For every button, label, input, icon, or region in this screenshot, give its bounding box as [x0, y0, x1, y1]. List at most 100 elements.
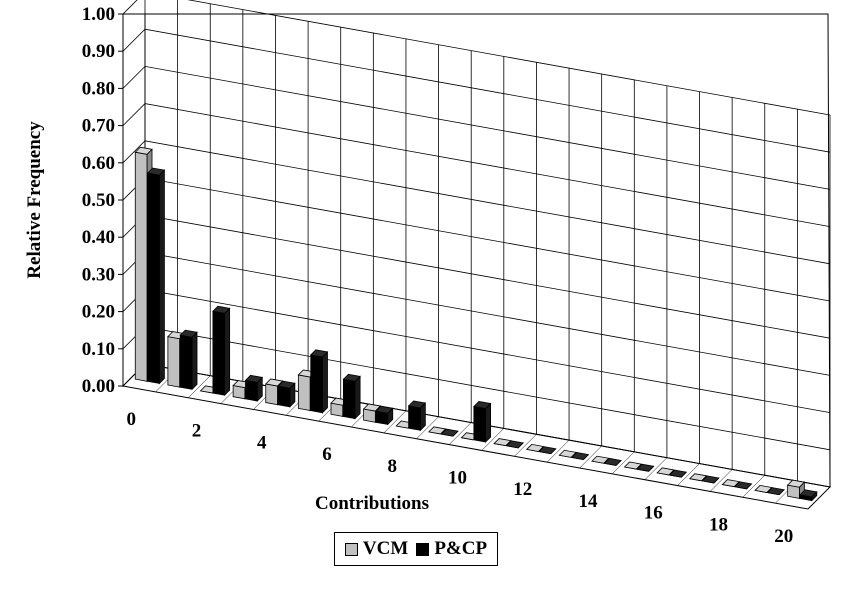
bar-pcp-9 [440, 428, 459, 437]
bars [134, 146, 818, 502]
floor-gridline [546, 439, 570, 463]
y-tick-label: 0.60 [82, 153, 115, 174]
bar-top [375, 405, 394, 414]
y-tick-label: 0.40 [82, 227, 115, 248]
x-tick-label: 16 [644, 503, 663, 524]
legend: VCM P&CP [334, 532, 498, 566]
bar-vcm-15 [623, 461, 643, 470]
bar-vcm-14 [591, 455, 610, 464]
floor-gridline [383, 410, 407, 434]
bar-top [688, 473, 708, 482]
bar-front [342, 378, 356, 420]
x-tick-label: 20 [774, 526, 793, 547]
y-tick-label: 0.80 [82, 78, 115, 99]
bar-pcp-6 [342, 373, 361, 420]
bar-top [623, 461, 643, 470]
bar-vcm-12 [525, 443, 545, 452]
x-tick-label: 4 [257, 432, 267, 453]
bar-pcp-2 [212, 305, 231, 397]
bar-top [244, 374, 264, 383]
bar-top [212, 305, 231, 314]
bar-top [558, 449, 577, 458]
y-tick-label: 0.90 [82, 41, 115, 62]
bar-top [179, 329, 198, 338]
bar-pcp-8 [407, 400, 427, 432]
floor-gridline [612, 451, 635, 475]
y-tick-labels: 0.00 0.10 0.20 0.30 0.40 0.50 0.60 0.70 0.80 0.90… [82, 4, 115, 397]
bar-vcm-17 [688, 473, 708, 482]
y-tick-label: 0.30 [82, 264, 115, 285]
bar-top [407, 400, 427, 409]
bar-top [134, 146, 153, 155]
bar-top [309, 349, 329, 358]
bar-front [277, 385, 291, 408]
bar-top [342, 373, 361, 382]
bar-top [146, 167, 166, 176]
floor-gridline [742, 475, 765, 498]
bar-front [147, 172, 160, 384]
floor-gridline [188, 375, 211, 398]
bar-top [656, 467, 675, 476]
bar-top [277, 380, 296, 389]
bar-side [354, 375, 361, 420]
x-tick-label: 6 [322, 444, 332, 465]
bar-top [766, 487, 785, 496]
bar-side [159, 169, 165, 385]
bar-top [733, 481, 753, 490]
bar-top [701, 475, 720, 484]
bar-pcp-12 [538, 446, 557, 455]
bar-top [473, 401, 492, 409]
bar-front [473, 405, 486, 443]
bar-pcp-5 [309, 349, 329, 414]
bar-front [408, 405, 421, 431]
bar-vcm-11 [493, 438, 512, 447]
bar-vcm-16 [656, 467, 675, 476]
x-tick-label: 14 [578, 491, 598, 512]
bar-pcp-13 [570, 452, 590, 461]
x-tick-label: 0 [127, 409, 137, 430]
legend-label-pcp: P&CP [434, 538, 488, 559]
bar-vcm-19 [754, 484, 773, 493]
x-tick-labels: 0 2 4 6 8 10 12 14 16 18 20 [127, 409, 794, 547]
bar-top [428, 426, 447, 435]
x-axis-title: Contributions [315, 493, 429, 514]
bar-top [668, 469, 688, 478]
legend-item-vcm: VCM [344, 538, 408, 560]
bar-top [570, 452, 590, 461]
floor-gridline [481, 428, 504, 451]
bar-top [591, 455, 610, 464]
y-tick-label: 0.70 [82, 116, 115, 137]
legend-swatch-pcp [416, 542, 430, 556]
bar-top [493, 438, 512, 447]
bar-pcp-14 [603, 457, 622, 466]
bar-pcp-16 [668, 469, 688, 478]
bar-side [191, 331, 198, 391]
x-tick-label: 18 [709, 514, 728, 535]
bar-top [505, 440, 525, 449]
floor-gridline [514, 434, 537, 457]
y-tick-label: 0.00 [82, 376, 115, 397]
bar-pcp-1 [179, 329, 198, 391]
bar-front [310, 354, 323, 414]
bar-front [265, 383, 278, 406]
y-tick-label: 0.20 [82, 302, 115, 323]
bar-side [485, 402, 491, 443]
bar-front [179, 334, 193, 390]
y-tick-label: 1.00 [82, 4, 115, 25]
bar-top [786, 479, 806, 488]
legend-swatch-vcm [344, 542, 358, 556]
bar-top [538, 446, 557, 455]
bar-pcp-19 [766, 487, 785, 496]
y-axis-title: Relative Frequency [24, 121, 45, 279]
bar-front [212, 310, 226, 396]
bar-pcp-18 [733, 481, 753, 490]
bar-top [636, 463, 655, 472]
bar-top [264, 378, 284, 387]
bar-pcp-3 [244, 374, 264, 402]
bar-pcp-20 [799, 489, 818, 502]
floor-gridline [709, 469, 733, 492]
legend-item-pcp: P&CP [416, 538, 487, 560]
bar-front [134, 151, 148, 382]
x-tick-label: 10 [448, 468, 467, 489]
